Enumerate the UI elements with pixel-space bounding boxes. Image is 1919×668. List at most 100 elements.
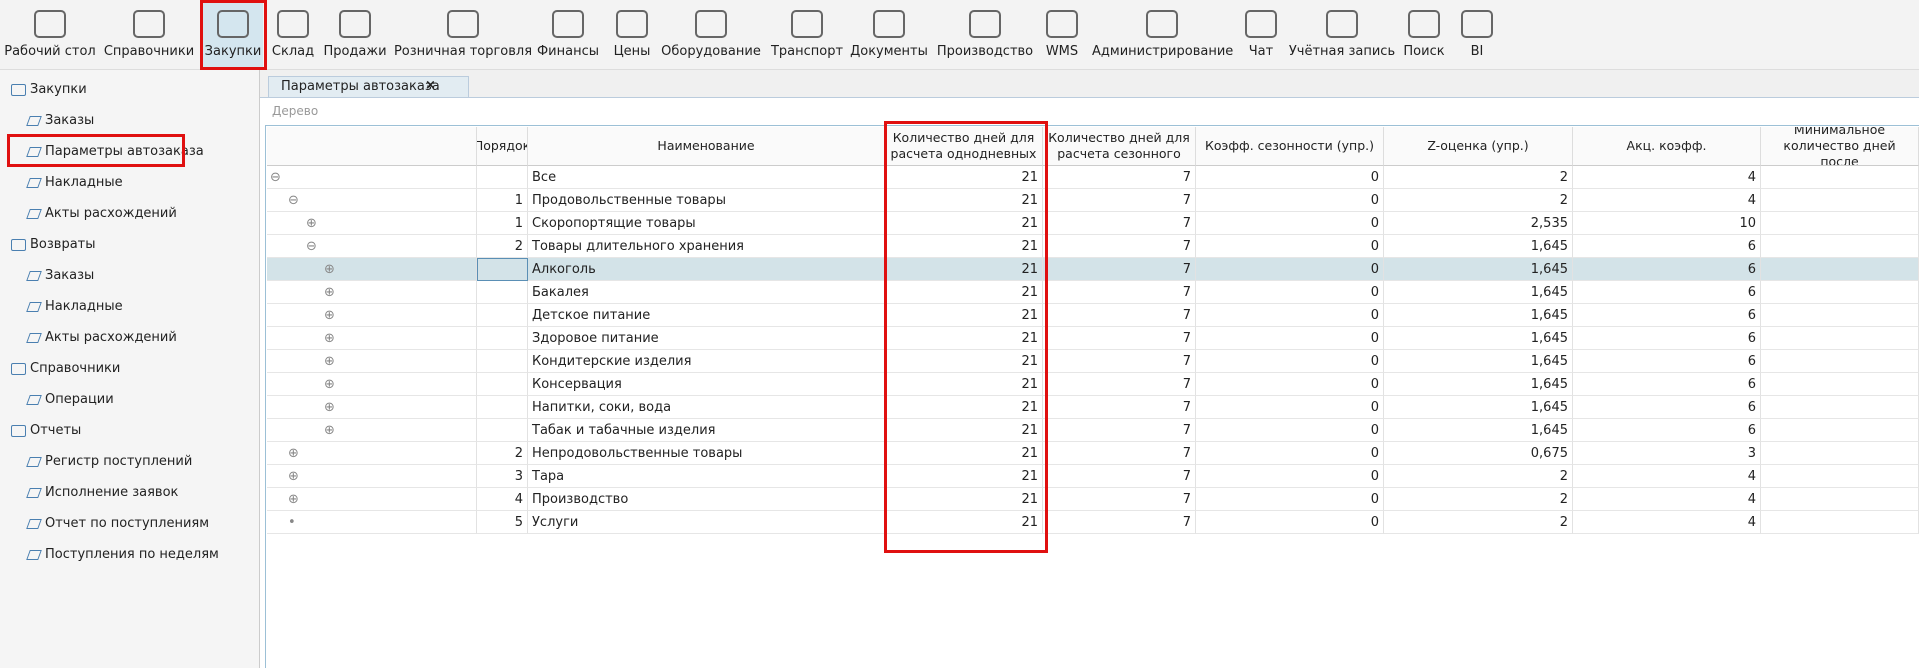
cell	[1761, 442, 1919, 465]
toolbar-item[interactable]: Оборудование	[661, 44, 761, 59]
cell	[267, 442, 477, 465]
toolbar-item[interactable]: Производство	[936, 44, 1034, 59]
folder-icon	[11, 363, 26, 375]
cell: 21	[885, 166, 1043, 189]
tree-toggle[interactable]: ⊕	[306, 216, 317, 231]
toolbar-item[interactable]: BI	[1470, 44, 1484, 59]
sidebar-item[interactable]: Заказы	[45, 113, 95, 128]
sidebar-item[interactable]: Операции	[45, 392, 114, 407]
header-cell[interactable]: Количество дней для расчета однодневных	[885, 127, 1043, 166]
header-cell[interactable]: Порядок	[477, 127, 528, 166]
sidebar-item[interactable]: Накладные	[45, 175, 123, 190]
toolbar-item[interactable]: Розничная торговля	[393, 44, 533, 59]
toolbar-icon	[873, 10, 905, 38]
sidebar-group[interactable]: Справочники	[30, 361, 121, 376]
cell	[267, 304, 477, 327]
sidebar-item[interactable]: Накладные	[45, 299, 123, 314]
cell: 4	[477, 488, 528, 511]
toolbar-item[interactable]: Транспорт	[770, 44, 844, 59]
cell	[1761, 327, 1919, 350]
sidebar-group[interactable]: Возвраты	[30, 237, 96, 252]
tree-toggle[interactable]: ⊕	[324, 377, 335, 392]
toolbar-item[interactable]: Склад	[271, 44, 315, 59]
cell: 0	[1196, 258, 1384, 281]
tree-toggle[interactable]: ⊕	[288, 446, 299, 461]
cell	[1761, 350, 1919, 373]
tree-toggle[interactable]: ⊕	[288, 492, 299, 507]
cell: 1,645	[1384, 327, 1573, 350]
toolbar-item[interactable]: Финансы	[536, 44, 600, 59]
toolbar-item[interactable]: WMS	[1045, 44, 1079, 59]
toolbar-item[interactable]: Продажи	[323, 44, 387, 59]
cell: 21	[885, 350, 1043, 373]
cell	[267, 488, 477, 511]
cell: 6	[1573, 396, 1761, 419]
cell: 7	[1043, 511, 1196, 534]
cell	[267, 235, 477, 258]
cell: 1,645	[1384, 419, 1573, 442]
toolbar-item[interactable]: Закупки	[204, 44, 262, 59]
tree-toggle[interactable]: ⊕	[324, 285, 335, 300]
cell: 1,645	[1384, 258, 1573, 281]
tree-toggle[interactable]: ⊕	[324, 331, 335, 346]
tree-toggle[interactable]: ⊕	[324, 262, 335, 277]
cell: Консервация	[528, 373, 885, 396]
sidebar-group[interactable]: Закупки	[30, 82, 87, 97]
toolbar-item[interactable]: Документы	[850, 44, 928, 59]
sidebar-item[interactable]: Поступления по неделям	[45, 547, 219, 562]
header-cell[interactable]: Акц. коэфф.	[1573, 127, 1761, 166]
toolbar-icon	[695, 10, 727, 38]
cell	[267, 212, 477, 235]
sidebar-item[interactable]: Заказы	[45, 268, 95, 283]
cell: 0	[1196, 304, 1384, 327]
tree-toggle[interactable]: ⊕	[324, 354, 335, 369]
toolbar-icon	[1146, 10, 1178, 38]
sidebar-item[interactable]: Акты расхождений	[45, 330, 177, 345]
sidebar-item[interactable]: Отчет по поступлениям	[45, 516, 210, 531]
cell: 7	[1043, 419, 1196, 442]
tree-toggle[interactable]: ⊕	[324, 423, 335, 438]
toolbar-item[interactable]: Рабочий стол	[4, 44, 96, 59]
toolbar-item[interactable]: Чат	[1248, 44, 1274, 59]
header-cell[interactable]: Количество дней для расчета сезонного	[1043, 127, 1196, 166]
sidebar-item[interactable]: Регистр поступлений	[45, 454, 193, 469]
toolbar-item[interactable]: Справочники	[103, 44, 195, 59]
header-cell[interactable]: Минимальное количество дней после	[1761, 127, 1919, 166]
cell: 0	[1196, 419, 1384, 442]
sidebar-item[interactable]: Параметры автозаказа	[45, 144, 204, 159]
cell: 1,645	[1384, 396, 1573, 419]
cell	[1761, 396, 1919, 419]
header-cell[interactable]: Z-оценка (упр.)	[1384, 127, 1573, 166]
sidebar-group[interactable]: Отчеты	[30, 423, 82, 438]
cell: 6	[1573, 419, 1761, 442]
header-cell	[267, 127, 477, 166]
tree-label[interactable]: Дерево	[272, 104, 319, 118]
toolbar-icon	[447, 10, 479, 38]
cell: Детское питание	[528, 304, 885, 327]
tab[interactable]: Параметры автозаказа	[268, 76, 469, 98]
toolbar-item[interactable]: Цены	[613, 44, 651, 59]
cell: Товары длительного хранения	[528, 235, 885, 258]
tab-close[interactable]: ×	[425, 78, 436, 93]
sidebar-item[interactable]: Исполнение заявок	[45, 485, 179, 500]
cell: 0	[1196, 166, 1384, 189]
cell: 0	[1196, 189, 1384, 212]
tree-toggle[interactable]: •	[288, 515, 296, 530]
tree-toggle[interactable]: ⊕	[288, 469, 299, 484]
toolbar	[0, 0, 1919, 70]
cell: 21	[885, 419, 1043, 442]
tree-toggle[interactable]: ⊖	[288, 193, 299, 208]
tree-toggle[interactable]: ⊖	[270, 170, 281, 185]
sidebar-item[interactable]: Акты расхождений	[45, 206, 177, 221]
cell: 21	[885, 281, 1043, 304]
tree-toggle[interactable]: ⊕	[324, 400, 335, 415]
tree-toggle[interactable]: ⊕	[324, 308, 335, 323]
toolbar-item[interactable]: Учётная запись	[1288, 44, 1396, 59]
cell	[267, 327, 477, 350]
header-cell[interactable]: Наименование	[528, 127, 885, 166]
tree-toggle[interactable]: ⊖	[306, 239, 317, 254]
cell: 7	[1043, 212, 1196, 235]
toolbar-item[interactable]: Администрирование	[1092, 44, 1234, 59]
header-cell[interactable]: Коэфф. сезонности (упр.)	[1196, 127, 1384, 166]
toolbar-item[interactable]: Поиск	[1403, 44, 1445, 59]
